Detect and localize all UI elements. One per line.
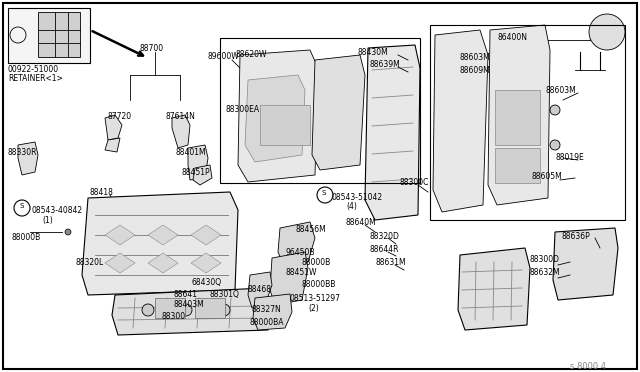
Circle shape: [218, 304, 230, 316]
Text: 88300C: 88300C: [400, 178, 429, 187]
Text: 88401M: 88401M: [175, 148, 205, 157]
Text: 87720: 87720: [108, 112, 132, 121]
Polygon shape: [191, 253, 221, 273]
Polygon shape: [105, 138, 120, 152]
Text: 88451P: 88451P: [182, 168, 211, 177]
Circle shape: [14, 200, 30, 216]
Polygon shape: [270, 252, 308, 305]
Text: (4): (4): [346, 202, 357, 211]
Text: 88451W: 88451W: [285, 268, 317, 277]
Text: 88019E: 88019E: [556, 153, 585, 162]
Polygon shape: [193, 165, 212, 185]
Circle shape: [142, 304, 154, 316]
Circle shape: [550, 140, 560, 150]
Polygon shape: [148, 253, 178, 273]
Text: 88301Q: 88301Q: [210, 290, 240, 299]
Text: 88603M: 88603M: [546, 86, 577, 95]
Polygon shape: [188, 145, 208, 180]
Text: 88403M: 88403M: [174, 300, 205, 309]
Polygon shape: [312, 55, 365, 170]
Text: S: S: [322, 190, 326, 196]
Text: 88639M: 88639M: [370, 60, 401, 69]
Text: 88320L: 88320L: [75, 258, 103, 267]
Polygon shape: [105, 225, 135, 245]
Text: 88000B: 88000B: [12, 233, 41, 242]
Polygon shape: [112, 288, 272, 335]
Text: 88631M: 88631M: [375, 258, 406, 267]
Bar: [38, 12, 80, 57]
Text: 88300EA: 88300EA: [225, 105, 259, 114]
Polygon shape: [553, 228, 618, 300]
Polygon shape: [105, 253, 135, 273]
Polygon shape: [105, 115, 122, 140]
Polygon shape: [148, 225, 178, 245]
Bar: [8, 8, 90, 63]
Text: 88300D: 88300D: [530, 255, 560, 264]
Text: 88320D: 88320D: [370, 232, 400, 241]
Text: 88640M: 88640M: [345, 218, 376, 227]
Circle shape: [589, 14, 625, 50]
Text: 88327N: 88327N: [252, 305, 282, 314]
Text: 88644R: 88644R: [370, 245, 399, 254]
Circle shape: [550, 105, 560, 115]
Polygon shape: [18, 142, 38, 175]
Text: 88418: 88418: [90, 188, 114, 197]
Text: (1): (1): [42, 216, 52, 225]
Polygon shape: [278, 222, 315, 268]
Bar: [155, 298, 185, 318]
Polygon shape: [82, 192, 238, 295]
Polygon shape: [458, 248, 530, 330]
Text: 88000B: 88000B: [302, 258, 332, 267]
Circle shape: [180, 304, 192, 316]
Text: 87614N: 87614N: [165, 112, 195, 121]
Bar: [220, 38, 420, 183]
Text: 89600W: 89600W: [208, 52, 240, 61]
Text: 88700: 88700: [140, 44, 164, 53]
Polygon shape: [248, 272, 272, 308]
Polygon shape: [191, 225, 221, 245]
Polygon shape: [172, 115, 190, 148]
Text: 88636P: 88636P: [562, 232, 591, 241]
Polygon shape: [488, 25, 550, 205]
Text: 00922-51000: 00922-51000: [8, 65, 59, 74]
Text: 88330R: 88330R: [8, 148, 38, 157]
Circle shape: [65, 229, 71, 235]
Text: 96450B: 96450B: [285, 248, 314, 257]
Text: 88609M: 88609M: [460, 66, 491, 75]
Text: RETAINER<1>: RETAINER<1>: [8, 74, 63, 83]
Text: 88456M: 88456M: [295, 225, 326, 234]
Text: 88300: 88300: [162, 312, 186, 321]
Text: 88605M: 88605M: [532, 172, 563, 181]
Text: 68430Q: 68430Q: [192, 278, 222, 287]
Text: 88603M: 88603M: [460, 53, 491, 62]
Text: (2): (2): [308, 304, 319, 313]
Bar: [495, 148, 540, 183]
Polygon shape: [253, 294, 292, 330]
Text: s 8000 4: s 8000 4: [570, 362, 606, 371]
Bar: [430, 25, 625, 220]
Text: 88000BA: 88000BA: [250, 318, 285, 327]
Text: 88620W: 88620W: [235, 50, 266, 59]
Polygon shape: [238, 50, 318, 182]
Polygon shape: [245, 75, 305, 162]
Text: 88632M: 88632M: [530, 268, 561, 277]
Text: 88430M: 88430M: [358, 48, 388, 57]
Text: 88468: 88468: [248, 285, 272, 294]
Circle shape: [10, 27, 26, 43]
Polygon shape: [365, 45, 420, 220]
Text: S: S: [19, 203, 24, 209]
Text: 08513-51297: 08513-51297: [290, 294, 341, 303]
Text: 88000BB: 88000BB: [302, 280, 337, 289]
Text: 88641: 88641: [174, 290, 198, 299]
Polygon shape: [433, 30, 488, 212]
Text: 08543-40842: 08543-40842: [32, 206, 83, 215]
Circle shape: [317, 187, 333, 203]
Bar: [195, 298, 225, 318]
Text: 86400N: 86400N: [498, 33, 528, 42]
Bar: [495, 90, 540, 145]
Bar: [260, 105, 310, 145]
Text: 08543-51042: 08543-51042: [332, 193, 383, 202]
